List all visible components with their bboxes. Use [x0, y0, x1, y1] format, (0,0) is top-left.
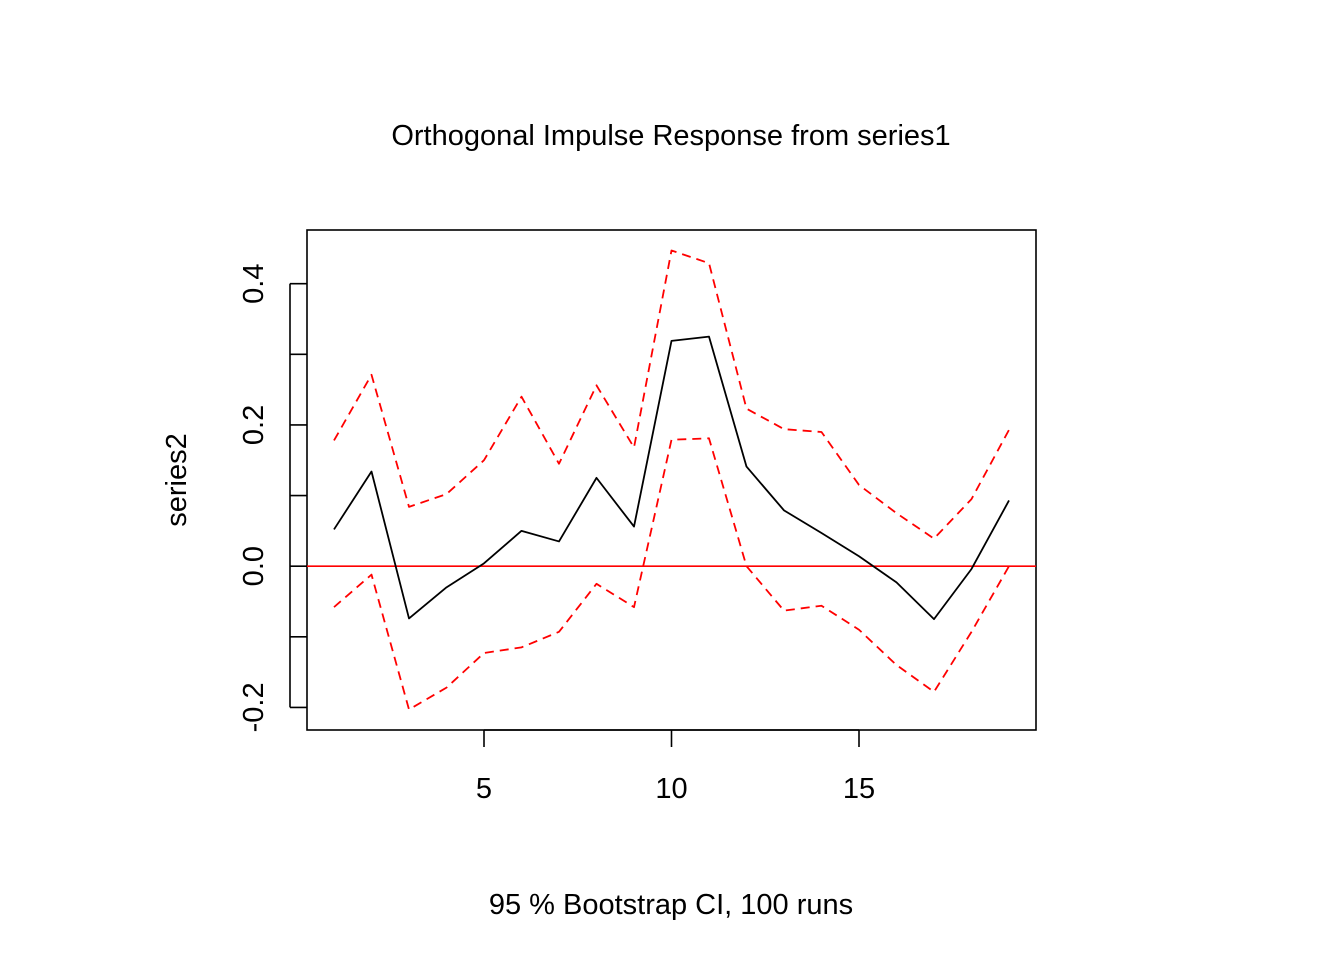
x-tick-label: 5 — [476, 773, 492, 805]
chart-title: Orthogonal Impulse Response from series1 — [391, 120, 950, 152]
y-tick-label: -0.2 — [238, 682, 270, 732]
y-axis-label: series2 — [161, 433, 193, 527]
y-tick-label: 0.0 — [238, 546, 270, 586]
response-series-line — [333, 335, 1010, 621]
series-layer — [307, 249, 1036, 711]
y-tick-label: 0.2 — [238, 405, 270, 445]
upper-series-line — [333, 249, 1010, 540]
x-axis: 5 10 15 — [476, 729, 875, 805]
y-tick-label: 0.4 — [238, 264, 270, 304]
x-tick-label: 10 — [655, 773, 687, 805]
y-axis: -0.2 0.0 0.2 0.4 — [238, 264, 307, 732]
plot-frame — [306, 229, 1037, 731]
x-axis-label: 95 % Bootstrap CI, 100 runs — [489, 889, 853, 921]
x-tick-label: 15 — [843, 773, 875, 805]
lower-series-line — [333, 437, 1010, 711]
